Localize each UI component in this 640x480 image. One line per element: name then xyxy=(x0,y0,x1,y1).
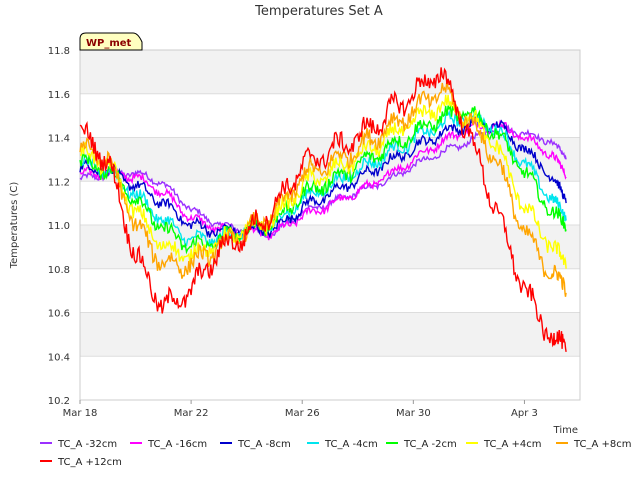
legend-label: TC_A +4cm xyxy=(483,439,542,450)
plot-background-bands xyxy=(80,50,580,357)
legend-label: TC_A -4cm xyxy=(324,439,378,450)
legend-label: TC_A -32cm xyxy=(57,439,117,450)
series-line-tc-a-32cm xyxy=(79,123,567,239)
legend-item: TC_A -4cm xyxy=(307,439,378,450)
y-tick-label: 11.2 xyxy=(48,177,70,188)
legend-item: TC_A -16cm xyxy=(130,439,207,450)
plot-area xyxy=(79,49,581,401)
y-tick-label: 11.6 xyxy=(48,90,70,101)
legend-item: TC_A +8cm xyxy=(556,439,632,450)
legend-item: TC_A +4cm xyxy=(466,439,542,450)
legend-label: TC_A +8cm xyxy=(573,439,632,450)
y-axis-ticks: 10.2 10.4 10.6 10.8 11.0 11.2 11.4 11.6 11.8 xyxy=(48,46,70,407)
x-axis-ticks: Mar 18 Mar 22 Mar 26 Mar 30 Apr 3 xyxy=(63,400,538,419)
legend-label: TC_A +12cm xyxy=(57,457,122,468)
series-line-tc-a-4cm xyxy=(79,94,567,269)
series-line-tc-a-8cm xyxy=(79,115,567,239)
chart-title: Temperatures Set A xyxy=(254,4,383,19)
x-tick-label: Apr 3 xyxy=(511,408,538,419)
legend: TC_A -32cm TC_A -16cm TC_A -8cm TC_A -4cm TC… xyxy=(40,439,632,468)
series-line-tc-a-8cm xyxy=(79,80,567,297)
series-line-tc-a-12cm xyxy=(79,67,567,353)
x-tick-label: Mar 26 xyxy=(285,408,320,419)
legend-label: TC_A -8cm xyxy=(237,439,291,450)
legend-item: TC_A -8cm xyxy=(220,439,291,450)
x-tick-label: Mar 18 xyxy=(63,408,98,419)
legend-item: TC_A -32cm xyxy=(40,439,117,450)
y-tick-label: 10.2 xyxy=(48,396,70,407)
site-badge-label: WP_met xyxy=(86,38,132,49)
y-tick-label: 11.0 xyxy=(48,221,70,232)
y-tick-label: 11.4 xyxy=(48,134,70,145)
y-tick-label: 10.8 xyxy=(48,265,70,276)
legend-item: TC_A +12cm xyxy=(40,457,122,468)
plot-band xyxy=(80,312,580,357)
legend-label: TC_A -2cm xyxy=(403,439,457,450)
site-badge: WP_met xyxy=(79,32,143,51)
plot-band xyxy=(80,50,580,94)
x-axis-label: Time xyxy=(553,425,578,436)
y-tick-label: 11.8 xyxy=(48,46,70,57)
x-tick-label: Mar 22 xyxy=(174,408,209,419)
legend-item: TC_A -2cm xyxy=(386,439,457,450)
x-tick-label: Mar 30 xyxy=(396,408,431,419)
series-line-tc-a-2cm xyxy=(79,104,567,255)
y-tick-label: 10.4 xyxy=(48,352,70,363)
plot-band xyxy=(80,225,580,269)
series-lines xyxy=(79,67,567,353)
legend-label: TC_A -16cm xyxy=(147,439,207,450)
y-axis-label: Temperatures (C) xyxy=(9,182,20,270)
y-tick-label: 10.6 xyxy=(48,309,70,320)
